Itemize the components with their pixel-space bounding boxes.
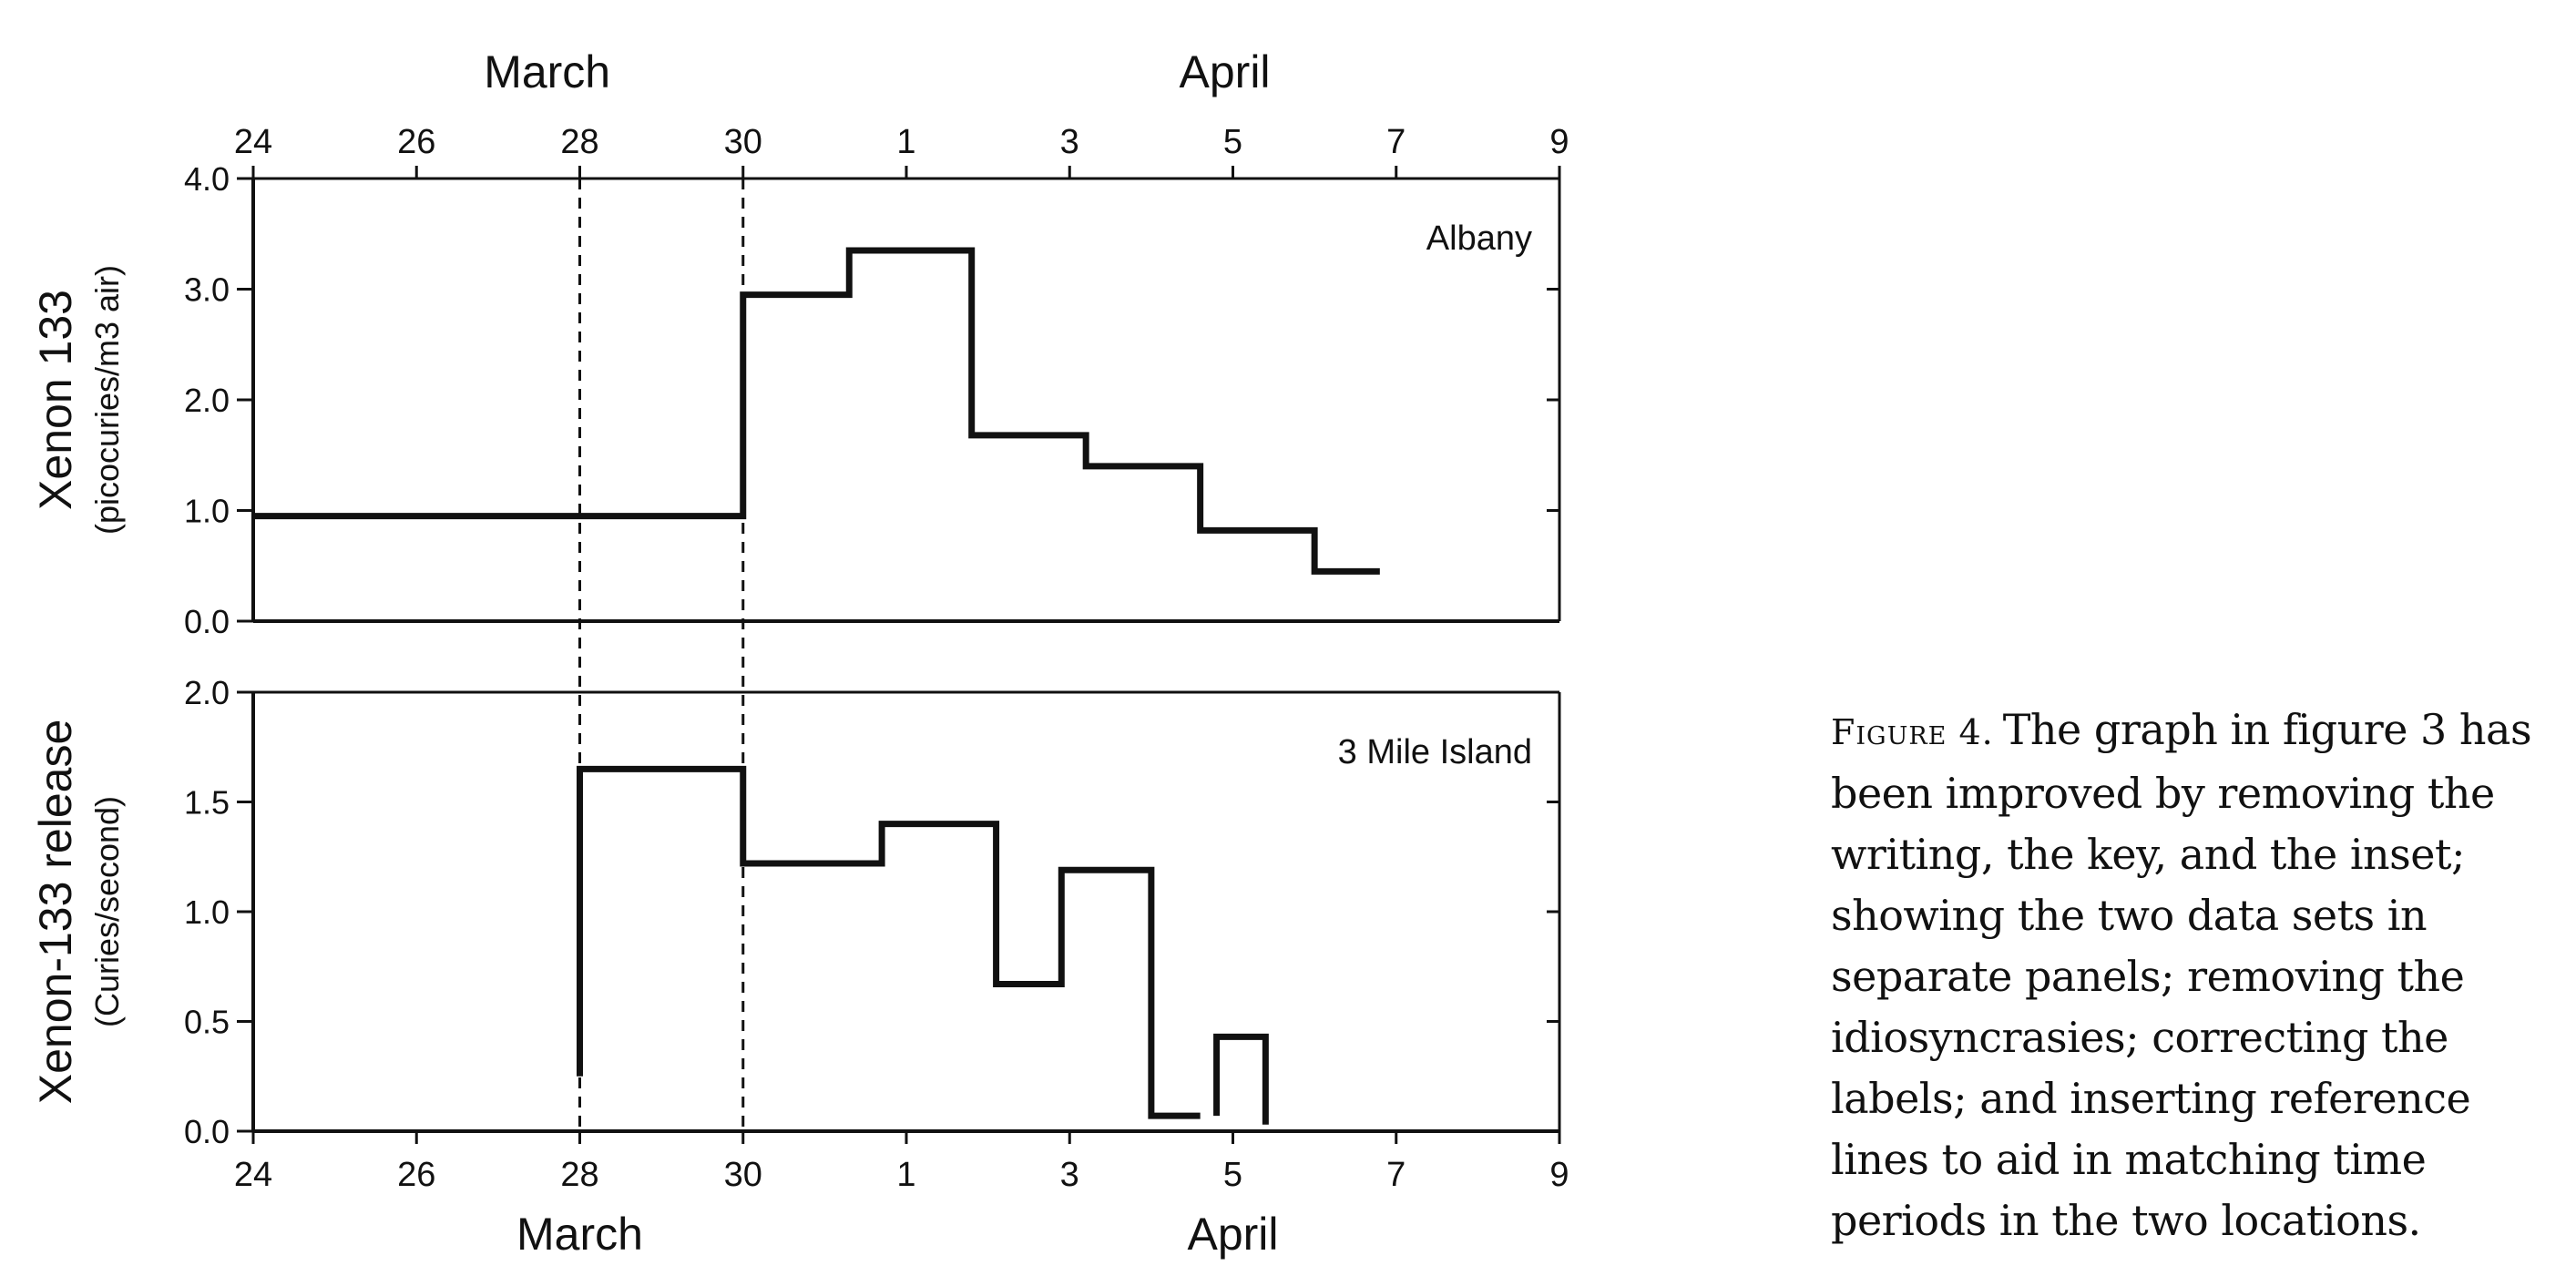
y-tick-label: 0.0	[184, 1113, 230, 1150]
panel-subtitle: Albany	[1426, 219, 1532, 258]
x-tick-label: 24	[234, 1156, 272, 1194]
x-tick-label: 28	[560, 1156, 598, 1194]
y-tick-label: 2.0	[184, 382, 230, 419]
x-tick-label: 3	[1060, 123, 1079, 161]
caption-label: Figure 4.	[1831, 712, 1994, 752]
x-tick-label: 1	[896, 1156, 915, 1194]
month-label: April	[1187, 1209, 1278, 1260]
x-tick-label: 24	[234, 123, 272, 161]
y-tick-label: 4.0	[184, 160, 230, 198]
y-tick-label: 0.0	[184, 603, 230, 640]
x-tick-label: 30	[724, 1156, 762, 1194]
month-label: April	[1180, 46, 1271, 97]
month-label: March	[484, 46, 610, 97]
x-tick-label: 9	[1549, 123, 1569, 161]
y-tick-label: 1.0	[184, 893, 230, 931]
y-axis-units: (picocuries/m3 air)	[88, 265, 126, 535]
x-tick-label: 7	[1386, 1156, 1406, 1194]
x-tick-label: 5	[1223, 123, 1242, 161]
x-tick-label: 5	[1223, 1156, 1242, 1194]
x-tick-label: 26	[397, 1156, 435, 1194]
x-tick-label: 7	[1386, 123, 1406, 161]
y-tick-label: 0.5	[184, 1004, 230, 1041]
y-tick-label: 1.5	[184, 784, 230, 822]
albany-panel: 0.0 1.0 2.0 3.0 4.0 Xenon 133 (picocuries/m3 a…	[30, 46, 1569, 640]
figure-chart: 0.0 1.0 2.0 3.0 4.0 Xenon 133 (picocuries/m3 a…	[30, 46, 1569, 1260]
three-mile-island-panel: 0.0 0.5 1.0 1.5 2.0 Xenon-133 release (Curies/…	[30, 674, 1569, 1260]
reference-lines	[578, 179, 745, 1131]
x-tick-label: 9	[1549, 1156, 1569, 1194]
data-series-line	[577, 765, 1269, 1125]
data-series-line	[253, 247, 1380, 575]
x-tick-label: 30	[724, 123, 762, 161]
y-tick-label: 2.0	[184, 674, 230, 711]
y-axis-title: Xenon 133	[30, 290, 81, 510]
x-tick-label: 3	[1060, 1156, 1079, 1194]
month-label: March	[516, 1209, 643, 1260]
caption-text: The graph in figure 3 has been improved …	[1831, 705, 2532, 1245]
x-tick-label: 1	[896, 123, 915, 161]
y-tick-label: 3.0	[184, 271, 230, 309]
y-axis-units: (Curies/second)	[88, 796, 126, 1027]
figure-caption: Figure 4. The graph in figure 3 has been …	[1831, 699, 2560, 1251]
x-tick-label: 28	[560, 123, 598, 161]
y-axis-title: Xenon-133 release	[30, 720, 81, 1105]
panel-subtitle: 3 Mile Island	[1338, 733, 1532, 771]
x-tick-label: 26	[397, 123, 435, 161]
y-tick-label: 1.0	[184, 493, 230, 530]
